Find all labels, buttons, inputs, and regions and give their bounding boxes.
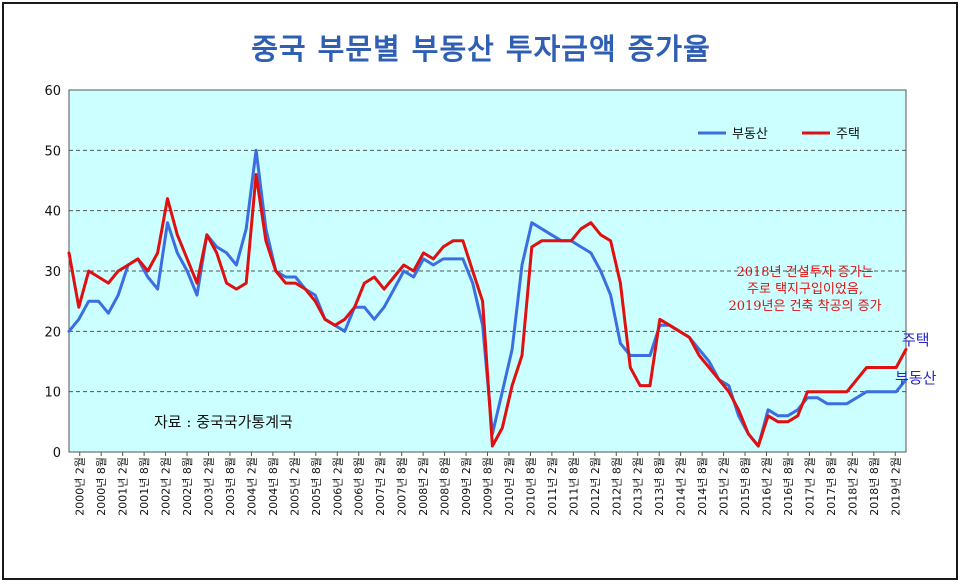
series-end-label-1: 주택 [902,331,930,349]
x-tick-label-19: 2009년 8월 [482,457,495,516]
x-tick-label-7: 2003년 8월 [224,457,237,516]
y-tick-label-2: 20 [44,325,61,340]
chart-title: 중국 부문별 부동산 투자금액 증가율 [251,32,711,66]
x-tick-label-37: 2018년 8월 [868,457,881,516]
x-axis-ticks: 2000년 2월 2000년 8월 2001년 2월 2001년 8월 2002년 2월… [74,452,902,516]
y-axis-ticks: 0 10 20 30 40 50 60 [44,84,61,461]
legend: 부동산 주택 [698,127,860,142]
x-tick-label-10: 2005년 2월 [288,457,301,516]
x-tick-label-23: 2011년 8월 [567,457,580,516]
x-tick-label-18: 2009년 2월 [460,457,473,516]
annotation-note-line-0: 2018년 건설투자 증가는 [736,265,873,280]
x-tick-label-17: 2008년 8월 [439,457,452,516]
x-tick-label-21: 2010년 8월 [524,457,537,516]
y-tick-label-5: 50 [44,144,61,159]
x-tick-label-34: 2017년 2월 [803,457,816,516]
x-tick-label-16: 2008년 2월 [417,457,430,516]
legend-label-1: 주택 [836,127,860,142]
legend-label-0: 부동산 [732,127,768,142]
x-tick-label-0: 2000년 2월 [74,457,87,516]
series-end-label-0: 부동산 [895,369,937,387]
x-tick-label-27: 2013년 8월 [653,457,666,516]
x-tick-label-14: 2007년 2월 [374,457,387,516]
y-tick-label-4: 40 [44,205,61,220]
y-tick-label-3: 30 [44,265,61,280]
y-tick-label-0: 0 [53,446,61,461]
series-line-1 [67,173,908,448]
x-tick-label-24: 2012년 2월 [589,457,602,516]
source-annotation: 자료 : 중국국가통계국 [154,413,293,431]
x-tick-label-11: 2005년 8월 [310,457,323,516]
x-tick-label-26: 2013년 2월 [632,457,645,516]
x-tick-label-38: 2019년 2월 [889,457,902,516]
x-tick-label-2: 2001년 2월 [117,457,130,516]
x-tick-label-8: 2004년 2월 [245,457,258,516]
annotation-note: 2018년 건설투자 증가는 주로 택지구입이었음, 2019년은 건축 착공의… [728,265,881,314]
x-tick-label-30: 2015년 2월 [718,457,731,516]
x-tick-label-31: 2015년 8월 [739,457,752,516]
x-tick-label-29: 2014년 8월 [696,457,709,516]
y-tick-label-1: 10 [44,386,61,401]
x-tick-label-25: 2012년 8월 [610,457,623,516]
x-tick-label-15: 2007년 8월 [396,457,409,516]
x-tick-label-9: 2004년 8월 [267,457,280,516]
series-lines [67,148,908,448]
x-tick-label-4: 2002년 2월 [160,457,173,516]
x-tick-label-20: 2010년 2월 [503,457,516,516]
x-tick-label-32: 2016년 2월 [761,457,774,516]
x-tick-label-1: 2000년 8월 [95,457,108,516]
x-tick-label-6: 2003년 2월 [203,457,216,516]
x-tick-label-36: 2018년 2월 [846,457,859,516]
x-tick-label-22: 2011년 2월 [546,457,559,516]
x-tick-label-35: 2017년 8월 [825,457,838,516]
x-tick-label-12: 2006년 2월 [331,457,344,516]
annotation-note-line-1: 주로 택지구입이었음, [747,282,863,297]
x-tick-label-28: 2014년 2월 [675,457,688,516]
x-tick-label-13: 2006년 8월 [353,457,366,516]
annotation-note-line-2: 2019년은 건축 착공의 증가 [728,299,881,314]
x-tick-label-3: 2001년 8월 [138,457,151,516]
x-tick-label-33: 2016년 8월 [782,457,795,516]
y-tick-label-6: 60 [44,84,61,99]
x-tick-label-5: 2002년 8월 [181,457,194,516]
